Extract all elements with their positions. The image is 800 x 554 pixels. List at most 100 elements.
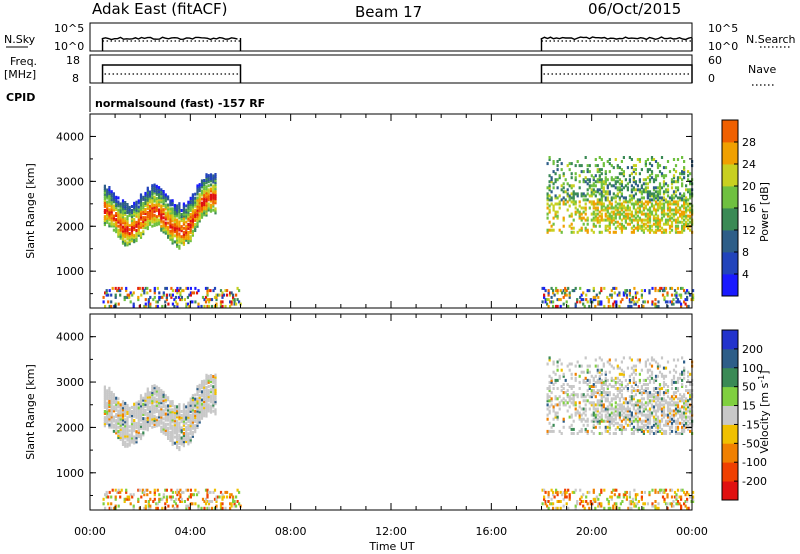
data-cell [584, 208, 587, 212]
data-cell [187, 206, 190, 210]
data-cell [130, 217, 134, 221]
data-cell [608, 393, 611, 397]
data-cell [103, 424, 106, 428]
data-cell [564, 488, 567, 492]
data-cell [205, 412, 208, 416]
data-cell [642, 212, 645, 216]
data-cell [126, 293, 129, 297]
data-cell [608, 200, 611, 204]
data-cell [560, 162, 563, 166]
data-cell [648, 432, 652, 435]
data-cell [640, 405, 643, 409]
data-cell [687, 291, 690, 295]
data-cell [652, 302, 656, 306]
data-cell [580, 228, 583, 232]
data-cell [198, 416, 201, 420]
data-cell [102, 300, 105, 304]
data-cell [112, 228, 115, 232]
data-cell [212, 387, 215, 391]
data-cell [189, 405, 192, 409]
data-cell [622, 411, 625, 415]
data-cell [178, 441, 181, 445]
data-cell [151, 391, 154, 394]
data-cell [600, 387, 603, 390]
data-cell [160, 218, 163, 222]
data-cell [620, 395, 623, 399]
data-cell [676, 389, 680, 393]
data-cell [115, 406, 118, 410]
data-cell [640, 495, 643, 499]
data-cell [117, 415, 120, 419]
data-cell [614, 383, 617, 386]
data-cell [552, 208, 555, 212]
data-cell [626, 383, 629, 386]
data-cell [656, 222, 660, 226]
data-cell [182, 405, 185, 409]
data-cell [658, 490, 662, 494]
nsky-tick-top: 10^5 [54, 22, 84, 35]
data-cell [173, 417, 176, 421]
data-cell [648, 178, 652, 182]
power-colorbar-segment [722, 186, 738, 209]
data-cell [182, 242, 185, 246]
data-cell [672, 176, 676, 180]
data-cell [194, 210, 197, 214]
data-cell [144, 500, 147, 503]
data-cell [572, 427, 575, 431]
data-cell [646, 383, 649, 386]
data-cell [158, 497, 161, 501]
data-cell [600, 399, 603, 403]
data-cell [222, 495, 226, 499]
data-cell [126, 221, 129, 225]
data-cell [622, 372, 625, 376]
data-cell [648, 208, 652, 212]
data-cell [185, 438, 188, 441]
data-cell [625, 497, 628, 501]
data-cell [578, 401, 581, 405]
data-cell [686, 298, 689, 302]
data-cell [229, 502, 232, 506]
data-cell [206, 493, 209, 497]
data-cell [207, 304, 211, 308]
data-cell [658, 370, 662, 374]
data-cell [144, 197, 147, 201]
data-cell [119, 230, 122, 234]
data-cell [117, 286, 120, 290]
data-cell [204, 502, 208, 506]
data-cell [114, 293, 117, 297]
data-cell [203, 205, 206, 209]
data-cell [552, 417, 555, 421]
data-cell [644, 378, 647, 382]
data-cell [638, 427, 641, 431]
data-cell [124, 209, 127, 213]
data-cell [584, 202, 587, 206]
data-cell [654, 432, 658, 435]
data-cell [670, 186, 674, 190]
data-cell [642, 188, 645, 192]
data-cell [676, 298, 680, 302]
data-cell [121, 237, 125, 241]
data-cell [586, 198, 589, 202]
data-cell [648, 194, 652, 198]
data-cell [576, 432, 579, 435]
data-cell [616, 224, 619, 228]
data-cell [548, 194, 551, 198]
data-cell [218, 495, 221, 499]
data-cell [684, 302, 687, 306]
data-cell [628, 399, 631, 403]
data-cell [564, 190, 567, 194]
data-cell [658, 401, 662, 405]
data-cell [194, 411, 197, 415]
data-cell [654, 391, 658, 395]
data-cell [196, 196, 199, 200]
data-cell [681, 178, 684, 182]
data-cell [556, 368, 559, 372]
data-cell [654, 401, 658, 405]
data-cell [151, 395, 154, 399]
data-cell [685, 411, 688, 415]
data-cell [600, 401, 603, 405]
time-tick-label: 00:00 [676, 525, 708, 538]
data-cell [124, 207, 127, 211]
data-cell [620, 224, 623, 228]
data-cell [176, 304, 179, 308]
